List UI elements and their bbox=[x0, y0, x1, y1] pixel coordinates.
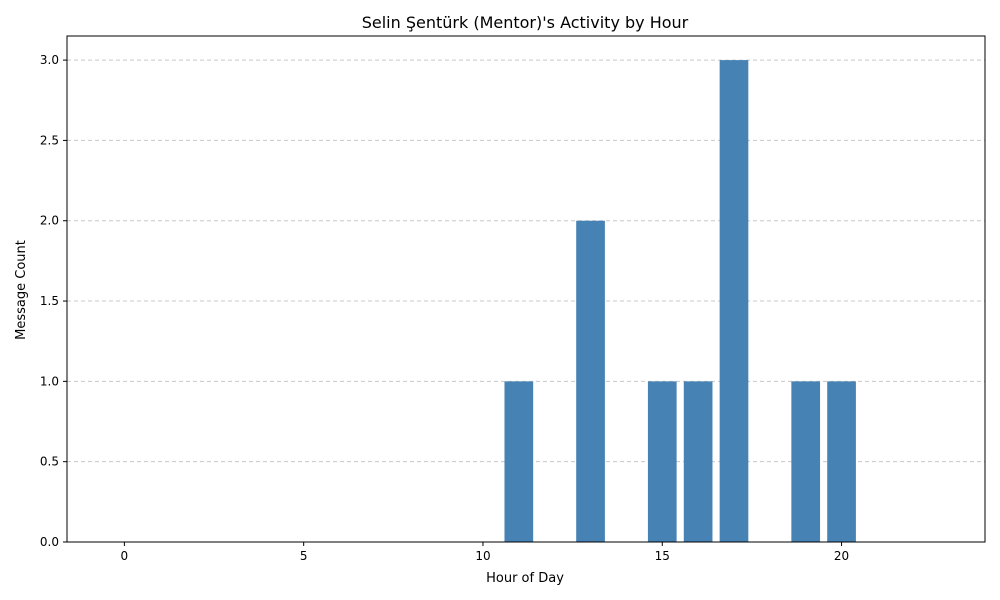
bar-hour-19 bbox=[791, 381, 821, 542]
bar-hour-13 bbox=[576, 220, 605, 542]
y-tick-label: 3.0 bbox=[40, 53, 59, 67]
plot-frame bbox=[66, 35, 986, 543]
x-tick-label: 0 bbox=[121, 549, 129, 563]
y-tick-label: 0.5 bbox=[40, 455, 59, 469]
x-tick-label: 20 bbox=[834, 549, 849, 563]
bar-hour-16 bbox=[683, 381, 713, 542]
y-tick-label: 2.5 bbox=[40, 133, 59, 147]
x-axis-label: Hour of Day bbox=[486, 571, 564, 586]
chart-title: Selin Şentürk (Mentor)'s Activity by Hou… bbox=[362, 13, 689, 32]
x-axis-ticks: 0 5 10 15 20 bbox=[121, 542, 849, 563]
y-tick-label: 2.0 bbox=[40, 214, 59, 228]
bar-hour-20 bbox=[827, 381, 856, 542]
y-axis-ticks: 0.0 0.5 1.0 1.5 2.0 2.5 3.0 bbox=[40, 53, 67, 549]
y-tick-label: 1.5 bbox=[40, 294, 59, 308]
y-tick-label: 1.0 bbox=[40, 374, 59, 388]
x-tick-label: 5 bbox=[300, 549, 308, 563]
x-tick-label: 10 bbox=[475, 549, 490, 563]
bar-hour-17 bbox=[719, 60, 749, 542]
bars bbox=[504, 60, 856, 542]
bar-hour-11 bbox=[504, 381, 534, 542]
y-tick-label: 0.0 bbox=[40, 535, 59, 549]
y-axis-label: Message Count bbox=[14, 240, 29, 340]
x-tick-label: 15 bbox=[655, 549, 670, 563]
bar-hour-15 bbox=[647, 381, 677, 542]
